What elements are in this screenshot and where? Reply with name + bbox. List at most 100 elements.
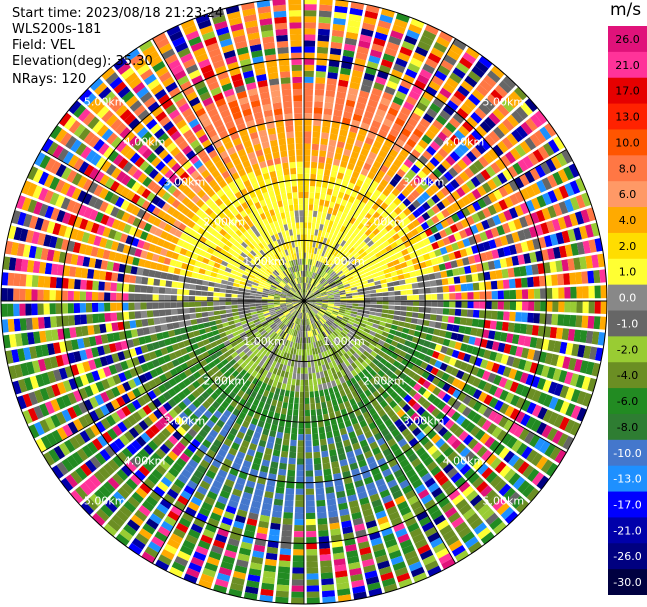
velocity-gate [298, 301, 304, 303]
velocity-gate [434, 248, 442, 257]
velocity-gate [457, 85, 470, 97]
velocity-gate [160, 324, 168, 332]
velocity-gate [365, 347, 373, 354]
velocity-gate [369, 311, 376, 316]
velocity-gate [257, 312, 264, 316]
velocity-gate [215, 370, 223, 378]
velocity-gate [147, 456, 158, 468]
velocity-gate [418, 307, 425, 313]
velocity-gate [13, 318, 21, 332]
velocity-gate [311, 317, 315, 324]
velocity-gate [349, 316, 356, 321]
velocity-gate [305, 282, 307, 289]
velocity-gate [385, 183, 395, 192]
velocity-gate [208, 550, 222, 561]
velocity-gate [92, 313, 100, 324]
velocity-gate [536, 209, 546, 222]
velocity-gate [508, 368, 518, 380]
velocity-gate [197, 323, 205, 330]
velocity-gate [144, 335, 152, 344]
velocity-gate [152, 217, 162, 227]
velocity-gate [315, 223, 320, 230]
velocity-gate [358, 297, 365, 301]
velocity-gate [337, 588, 351, 596]
velocity-gate [119, 434, 130, 446]
velocity-gate [390, 414, 400, 423]
velocity-gate [304, 198, 309, 205]
velocity-gate [352, 323, 360, 328]
velocity-gate [492, 144, 504, 157]
velocity-gate [424, 477, 436, 488]
velocity-gate [330, 127, 339, 135]
velocity-gate [409, 179, 419, 189]
velocity-gate [466, 151, 477, 163]
velocity-gate [319, 548, 331, 555]
velocity-gate [21, 197, 32, 212]
velocity-gate [306, 567, 319, 574]
velocity-gate [375, 251, 383, 258]
velocity-gate [450, 213, 460, 223]
velocity-gate [455, 301, 462, 308]
velocity-gate [250, 311, 258, 316]
velocity-gate [587, 270, 595, 284]
velocity-gate [537, 392, 548, 405]
velocity-gate [422, 320, 430, 327]
velocity-gate [279, 462, 287, 470]
velocity-gate [465, 318, 473, 326]
velocity-gate [421, 494, 433, 505]
velocity-gate [339, 306, 346, 310]
velocity-gate [110, 312, 118, 322]
velocity-gate [359, 392, 367, 401]
velocity-gate [477, 463, 489, 475]
velocity-gate [337, 191, 345, 199]
velocity-gate [17, 211, 27, 226]
velocity-gate [251, 328, 259, 334]
velocity-gate [355, 349, 363, 357]
velocity-gate [102, 344, 111, 355]
velocity-gate [211, 267, 219, 273]
velocity-gate [121, 393, 131, 404]
velocity-gate [387, 479, 398, 489]
velocity-gate [419, 181, 429, 191]
velocity-gate [134, 293, 141, 301]
velocity-gate [163, 412, 174, 423]
velocity-gate [376, 292, 383, 297]
velocity-gate [254, 451, 264, 459]
velocity-gate [214, 474, 226, 484]
velocity-gate [204, 562, 218, 572]
velocity-gate [152, 302, 159, 309]
velocity-gate [407, 347, 415, 355]
velocity-gate [284, 339, 289, 347]
velocity-gate [419, 35, 434, 46]
velocity-gate [340, 67, 351, 76]
velocity-gate [320, 444, 328, 452]
velocity-gate [333, 17, 346, 26]
velocity-gate [307, 355, 311, 362]
velocity-gate [376, 223, 385, 232]
velocity-gate [249, 306, 257, 310]
velocity-gate [94, 407, 105, 420]
velocity-gate [37, 275, 45, 288]
velocity-gate [263, 324, 270, 330]
velocity-gate [182, 539, 196, 551]
velocity-gate [311, 421, 318, 428]
velocity-gate [466, 309, 474, 318]
velocity-gate [128, 427, 140, 439]
velocity-gate [209, 320, 217, 327]
velocity-gate [407, 169, 417, 179]
velocity-gate [500, 332, 508, 342]
velocity-gate [261, 297, 268, 300]
velocity-gate [243, 298, 250, 301]
velocity-gate [549, 233, 559, 246]
velocity-gate [354, 343, 361, 350]
velocity-gate [384, 272, 392, 279]
velocity-gate [35, 345, 44, 358]
velocity-gate [209, 276, 216, 283]
velocity-gate [236, 272, 243, 278]
velocity-gate [458, 325, 466, 334]
velocity-gate [253, 385, 260, 393]
velocity-gate [557, 216, 567, 230]
velocity-gate [508, 472, 521, 486]
velocity-gate [441, 480, 453, 491]
velocity-gate [388, 458, 398, 468]
